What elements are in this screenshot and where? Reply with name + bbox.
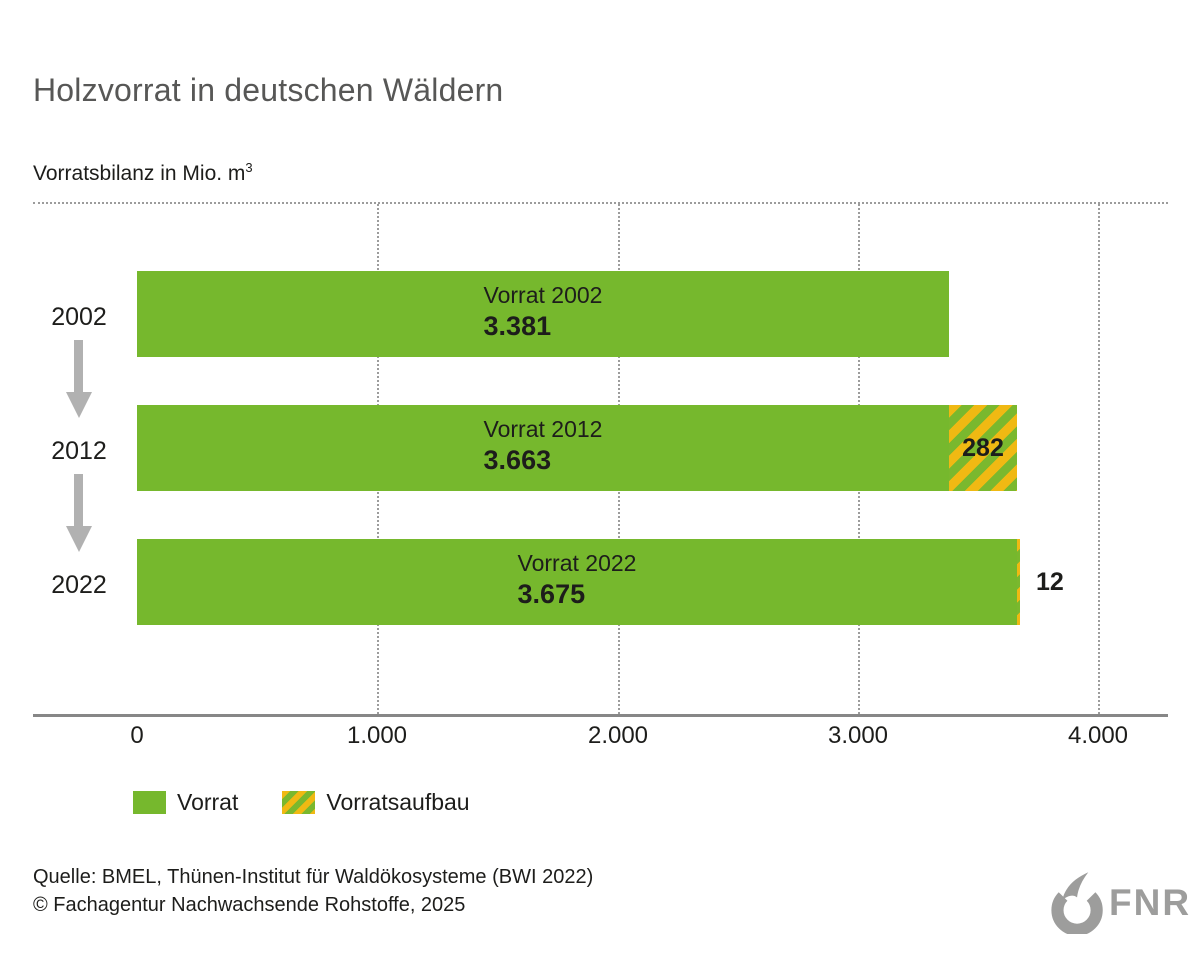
arrow-head <box>66 392 92 418</box>
fnr-logo: FNR <box>1050 872 1191 934</box>
bar-value: 3.675 <box>517 579 586 609</box>
bar-value: 3.663 <box>483 445 552 475</box>
chart-unit-exponent: 3 <box>245 160 253 175</box>
legend: Vorrat Vorratsaufbau <box>133 789 470 816</box>
page-title: Holzvorrat in deutschen Wäldern <box>33 72 504 108</box>
bar-vorrat-2012: Vorrat 2012 3.663 <box>137 405 949 491</box>
bar-aufbau-label-outside: 12 <box>1036 567 1064 596</box>
bar-label: Vorrat 2022 <box>517 550 637 576</box>
gridline <box>1098 204 1100 714</box>
source-text: Quelle: BMEL, Thünen-Institut für Waldök… <box>33 863 593 919</box>
arrow-stem <box>74 474 83 526</box>
year-label-2012: 2012 <box>51 437 107 465</box>
bar-value: 3.381 <box>483 311 552 341</box>
fnr-logo-text: FNR <box>1109 882 1192 923</box>
bar-text: Vorrat 2012 3.663 <box>484 415 603 477</box>
legend-label: Vorrat <box>177 789 239 815</box>
x-axis-ticks: 0 1.000 2.000 3.000 4.000 <box>33 722 1168 754</box>
chart-unit-label: Vorratsbilanz in Mio. m3 <box>33 160 253 186</box>
bar-label: Vorrat 2002 <box>483 282 603 308</box>
arrow-stem <box>74 340 83 392</box>
bar-vorratsaufbau-2022 <box>1017 539 1020 625</box>
legend-swatch-striped-icon <box>282 791 316 814</box>
bar-row-2012: Vorrat 2012 3.663 282 <box>137 405 1157 491</box>
bar-vorratsaufbau-2012: 282 <box>949 405 1017 491</box>
bar-label: Vorrat 2012 <box>483 416 603 442</box>
x-tick-1.000: 1.000 <box>346 722 408 749</box>
chart-unit-text: Vorratsbilanz in Mio. m <box>33 162 246 185</box>
x-tick-3.000: 3.000 <box>827 722 889 749</box>
x-tick-0: 0 <box>130 722 144 749</box>
source-line-2: © Fachagentur Nachwachsende Rohstoffe, 2… <box>33 894 466 916</box>
legend-item-vorratsaufbau: Vorratsaufbau <box>282 789 470 816</box>
fnr-swoosh-icon <box>1051 872 1103 934</box>
bar-text: Vorrat 2022 3.675 <box>518 549 637 611</box>
bar-vorrat-2022: Vorrat 2022 3.675 <box>137 539 1017 625</box>
year-label-2022: 2022 <box>51 571 107 599</box>
source-line-1: Quelle: BMEL, Thünen-Institut für Waldök… <box>33 866 594 888</box>
bar-text: Vorrat 2002 3.381 <box>484 281 603 343</box>
x-tick-4.000: 4.000 <box>1067 722 1129 749</box>
legend-swatch-solid-icon <box>133 791 166 814</box>
year-label-2002: 2002 <box>51 303 107 331</box>
bar-vorrat-2002: Vorrat 2002 3.381 <box>137 271 949 357</box>
bar-row-2022: Vorrat 2022 3.675 12 <box>137 539 1157 625</box>
arrow-head <box>66 526 92 552</box>
legend-item-vorrat: Vorrat <box>133 789 238 816</box>
bar-row-2002: Vorrat 2002 3.381 <box>137 271 1157 357</box>
x-tick-2.000: 2.000 <box>587 722 649 749</box>
legend-label: Vorratsaufbau <box>326 789 470 815</box>
plot-area: 2002 2012 2022 Vorrat 2002 3.381 Vorrat 20… <box>33 202 1168 717</box>
